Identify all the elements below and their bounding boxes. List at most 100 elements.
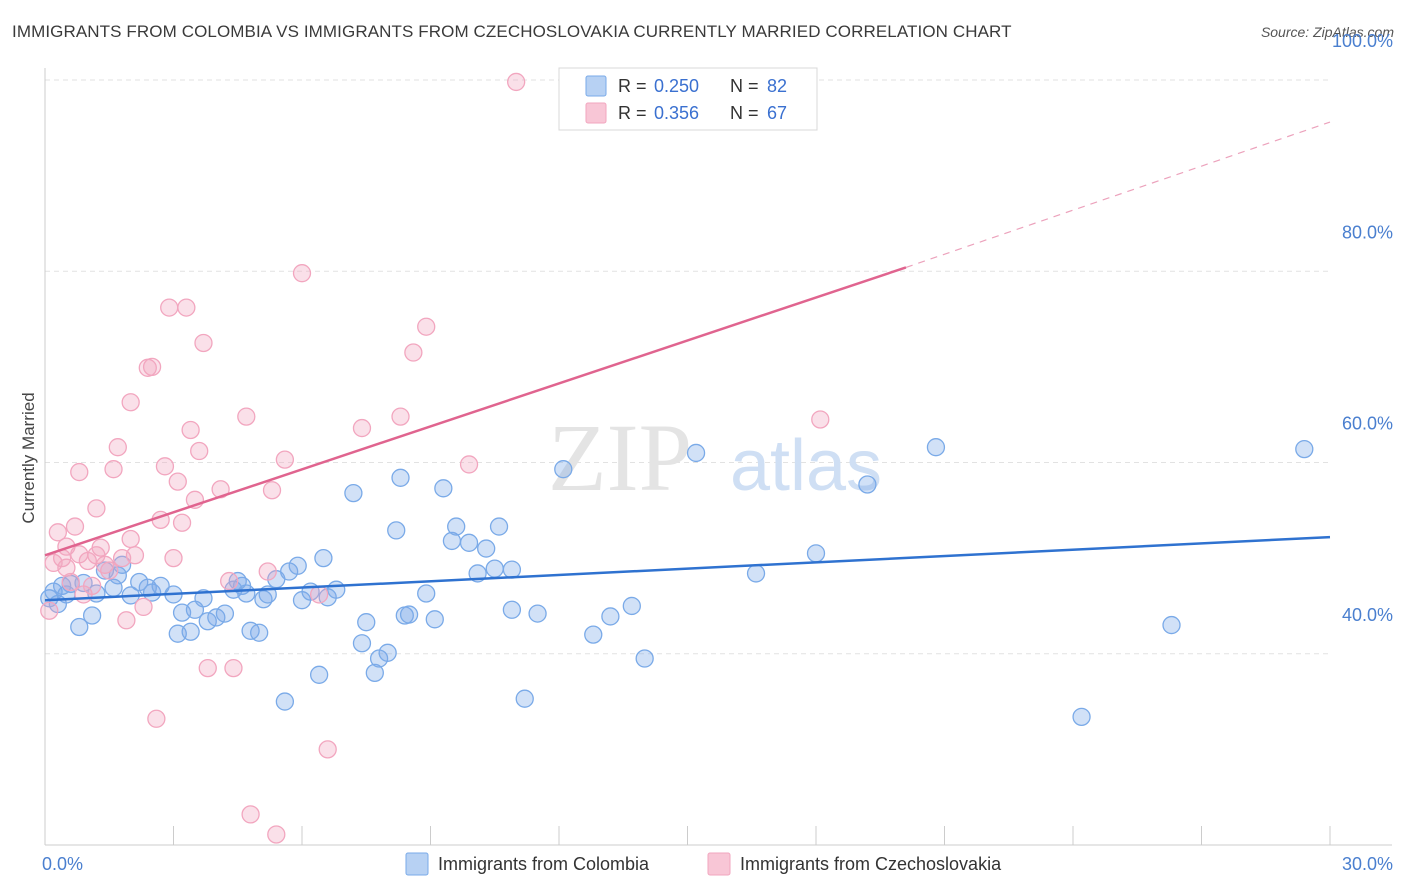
data-point-0-57 [425, 610, 444, 629]
data-point-1-35 [177, 298, 196, 317]
legend-n-value-czechoslovakia: 67 [767, 103, 787, 123]
data-point-1-0 [40, 601, 59, 620]
data-point-1-32 [164, 548, 183, 568]
data-point-0-27 [215, 604, 235, 623]
data-point-0-42 [309, 665, 329, 684]
data-point-0-46 [344, 483, 363, 503]
data-point-0-73 [622, 596, 641, 616]
data-point-0-52 [387, 521, 406, 540]
data-point-1-46 [258, 562, 277, 581]
y-tick-label-0: 40.0% [1342, 605, 1393, 625]
series-czechoslovakia-points [40, 72, 830, 844]
data-point-0-66 [502, 560, 522, 579]
chart-title: IMMIGRANTS FROM COLOMBIA VS IMMIGRANTS F… [12, 22, 1012, 41]
data-point-1-53 [352, 418, 372, 438]
data-point-1-30 [155, 457, 175, 476]
series-legend-swatch-colombia [405, 852, 429, 876]
data-point-0-26 [207, 608, 226, 627]
data-point-1-59 [811, 410, 830, 429]
data-point-0-61 [459, 533, 479, 552]
data-point-1-43 [224, 658, 243, 678]
data-point-1-47 [262, 481, 282, 500]
data-point-1-18 [104, 460, 123, 479]
data-point-0-76 [746, 564, 766, 583]
data-point-1-7 [65, 517, 85, 536]
trend-lines [44, 121, 1331, 602]
data-point-1-14 [87, 499, 106, 518]
legend-n-label-colombia: N = [730, 76, 759, 96]
series-legend-label-czechoslovakia: Immigrants from Czechoslovakia [740, 854, 1002, 874]
data-point-1-36 [181, 420, 200, 440]
data-point-1-57 [459, 455, 479, 474]
data-point-1-25 [134, 597, 153, 617]
data-point-1-54 [391, 407, 410, 426]
data-point-1-49 [275, 450, 295, 469]
y-tick-label-1: 60.0% [1342, 414, 1393, 434]
data-point-0-74 [635, 649, 654, 668]
legend-r-label-colombia: R = [618, 76, 647, 96]
data-point-0-47 [352, 634, 372, 653]
y-axis-label: Currently Married [19, 392, 38, 523]
y-tick-label-3: 100.0% [1332, 31, 1393, 51]
data-point-1-27 [142, 357, 162, 377]
data-point-1-52 [318, 740, 337, 759]
legend-r-value-czechoslovakia: 0.356 [654, 103, 699, 123]
legend-n-value-colombia: 82 [767, 76, 787, 96]
data-point-0-56 [417, 584, 436, 603]
data-point-0-25 [198, 612, 217, 631]
data-point-1-23 [121, 393, 140, 412]
data-point-0-22 [181, 622, 200, 641]
legend-swatch-colombia [585, 75, 607, 97]
data-point-0-58 [434, 479, 453, 498]
data-point-0-80 [1072, 707, 1091, 727]
data-point-1-12 [82, 576, 102, 596]
legend-n-label-czechoslovakia: N = [730, 103, 759, 123]
series-legend-swatch-czechoslovakia [707, 852, 731, 876]
data-point-0-75 [686, 443, 706, 463]
stats-legend: R = 0.250 N = 82 R = 0.356 N = 67 [558, 67, 818, 131]
data-point-1-2 [48, 523, 67, 542]
data-point-0-24 [194, 589, 213, 608]
data-point-1-15 [91, 538, 110, 557]
data-point-1-39 [194, 333, 213, 353]
data-point-0-51 [378, 643, 397, 662]
data-point-1-22 [121, 529, 140, 549]
data-point-1-21 [117, 611, 136, 630]
data-point-0-77 [806, 544, 826, 563]
data-point-1-45 [241, 805, 260, 824]
data-point-1-31 [160, 298, 179, 317]
watermark-zip: ZIP [548, 404, 692, 511]
data-point-1-5 [57, 558, 76, 577]
data-point-0-37 [275, 692, 295, 711]
data-point-0-60 [447, 517, 466, 536]
data-point-1-44 [237, 407, 256, 426]
data-point-0-67 [502, 600, 522, 619]
data-point-0-45 [327, 580, 346, 599]
data-point-0-71 [584, 625, 603, 644]
data-point-0-69 [528, 604, 547, 623]
axes [44, 68, 1392, 846]
y-tick-label-2: 80.0% [1342, 222, 1393, 242]
trend-line-1 [44, 266, 907, 557]
trend-line-0 [44, 535, 1331, 602]
series-legend-label-colombia: Immigrants from Colombia [438, 854, 650, 874]
data-point-1-56 [417, 317, 436, 336]
data-point-1-42 [220, 571, 239, 591]
trend-line-extension-1 [905, 121, 1331, 268]
data-point-0-48 [357, 613, 376, 632]
data-point-0-70 [554, 460, 573, 479]
data-point-1-17 [100, 561, 119, 580]
data-point-1-40 [198, 658, 217, 678]
data-point-0-31 [237, 584, 256, 603]
data-point-0-43 [314, 548, 333, 568]
data-point-0-8 [82, 606, 102, 625]
x-tick-label-0: 0.0% [42, 854, 83, 874]
data-point-1-38 [190, 441, 209, 461]
data-point-1-55 [404, 343, 423, 362]
legend-swatch-czechoslovakia [585, 102, 607, 124]
data-point-1-28 [147, 709, 166, 728]
data-point-0-55 [399, 605, 419, 624]
data-point-0-39 [288, 556, 307, 575]
data-point-1-58 [507, 72, 526, 92]
